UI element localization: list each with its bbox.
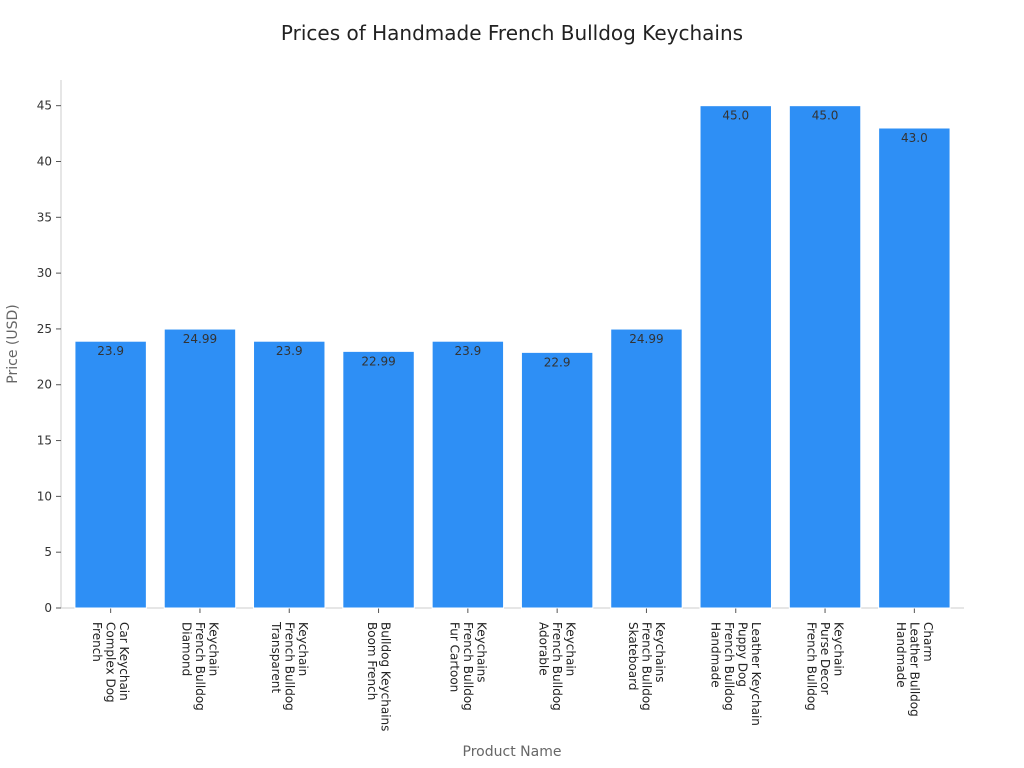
y-tick-label: 35	[37, 210, 52, 224]
data-label: 45.0	[812, 109, 839, 123]
x-tick-label-line: Keychain	[564, 622, 578, 676]
data-label: 23.9	[97, 344, 124, 358]
data-label: 22.99	[361, 354, 395, 368]
bar	[253, 340, 326, 609]
data-label: 22.9	[544, 355, 571, 369]
x-tick-label-line: Keychain	[832, 622, 846, 676]
x-tick-label-line: Skateboard	[626, 622, 640, 690]
x-tick-label-line: French Bulldog	[722, 622, 736, 711]
data-labels-group: 23.9 24.99 23.9 22.99 23.9 22.9 24.99 45.0 45.0 4…	[97, 109, 927, 370]
y-axis-label: Price (USD)	[5, 304, 21, 383]
x-tick-label-line: Keychains	[653, 622, 667, 683]
x-tick-label: Transparent French Bulldog Keychain	[269, 621, 310, 711]
bar	[520, 351, 594, 609]
bar	[610, 328, 683, 609]
data-label: 24.99	[183, 332, 217, 346]
x-tick-label-line: French Bulldog	[639, 622, 653, 711]
y-tick-label: 25	[37, 322, 52, 336]
x-tick-label: French Complex Dog Car Keychain	[90, 622, 131, 703]
x-tick-label: Skateboard French Bulldog Keychains	[626, 622, 667, 711]
y-tick-label: 5	[44, 545, 52, 559]
bar	[699, 105, 772, 609]
y-tick-label: 40	[37, 154, 52, 168]
x-tick-label: Adorable French Bulldog Keychain	[537, 622, 578, 711]
x-axis: French Complex Dog Car Keychain Diamond Fren…	[61, 607, 964, 731]
y-tick-label: 10	[37, 489, 52, 503]
bars-group	[74, 105, 951, 609]
x-tick-label-line: Charm	[921, 622, 935, 662]
x-axis-label: Product Name	[463, 744, 562, 760]
x-tick-label-line: French Bulldog	[193, 622, 207, 711]
y-tick-label: 15	[37, 434, 52, 448]
x-tick-label-line: Handmade	[894, 622, 908, 688]
x-tick-label-line: Leather Bulldog	[907, 622, 921, 717]
y-tick-label: 45	[37, 99, 52, 113]
y-tick-label: 30	[37, 266, 52, 280]
y-tick-label: 0	[44, 601, 52, 615]
x-tick-label-line: Fur Cartoon	[447, 622, 461, 692]
x-tick-label: Handmade Leather Bulldog Charm	[894, 622, 935, 717]
x-tick-label-line: Keychain	[206, 622, 220, 676]
y-tick-label: 20	[37, 378, 52, 392]
bar	[788, 105, 862, 609]
x-tick-label-line: French Bulldog	[805, 622, 819, 711]
x-tick-label-line: Handmade	[709, 622, 723, 688]
chart-title: Prices of Handmade French Bulldog Keycha…	[281, 21, 743, 45]
x-tick-label-line: Keychain	[296, 622, 310, 676]
data-label: 24.99	[629, 332, 663, 346]
data-label: 43.0	[901, 131, 928, 145]
x-tick-label-line: French Bulldog	[550, 622, 564, 711]
x-tick-label: Fur Cartoon French Bulldog Keychains	[447, 622, 488, 711]
data-label: 45.0	[722, 109, 749, 123]
x-tick-label-line: Puppy Dog	[736, 622, 750, 687]
bar	[163, 328, 237, 609]
x-tick-label-line: Adorable	[537, 622, 551, 676]
x-tick-label-line: Leather Keychain	[749, 622, 763, 726]
data-label: 23.9	[454, 344, 481, 358]
x-tick-label: French Bulldog Purse Decor Keychain	[805, 622, 846, 711]
x-tick-label-line: Diamond	[179, 622, 193, 676]
bar	[74, 340, 147, 609]
bar	[342, 350, 415, 609]
x-tick-label: Diamond French Bulldog Keychain	[179, 622, 220, 711]
x-tick-label-line: French Bulldog	[461, 622, 475, 711]
x-tick-label-line: Keychains	[474, 622, 488, 683]
x-tick-label-line: French	[90, 622, 104, 662]
data-label: 23.9	[276, 344, 303, 358]
x-tick-label-line: Car Keychain	[117, 622, 131, 701]
x-tick-label-line: French Bulldog	[282, 622, 296, 711]
x-tick-label: Handmade French Bulldog Puppy Dog Leather K…	[709, 622, 764, 726]
x-tick-label-line: Bulldog Keychains	[378, 622, 392, 731]
y-axis: 0 5 10 15 20 25 30 35 40 45	[37, 80, 62, 615]
x-tick-label: Boom French Bulldog Keychains	[365, 622, 393, 731]
x-tick-label-line: Boom French	[365, 622, 379, 700]
x-tick-label-line: Purse Decor	[818, 622, 832, 695]
bar	[878, 127, 951, 609]
x-tick-label-line: Complex Dog	[104, 622, 118, 703]
x-tick-label-line: Transparent	[269, 621, 283, 693]
bar	[431, 340, 505, 609]
